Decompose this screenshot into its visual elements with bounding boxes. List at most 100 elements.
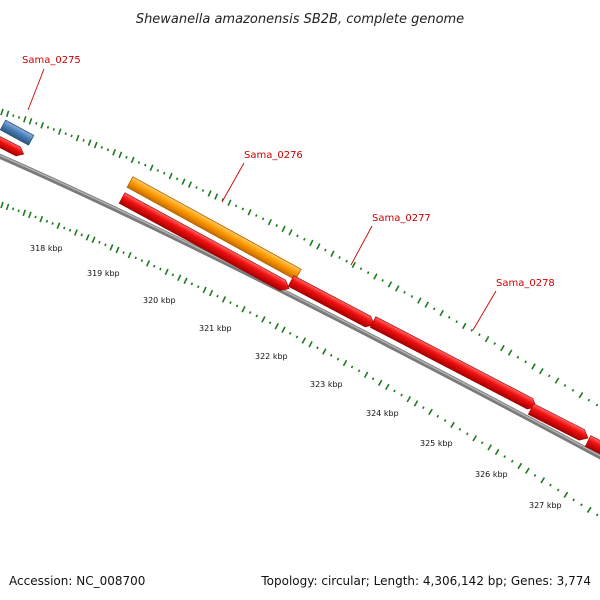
gc-tick-outer xyxy=(516,355,520,359)
feature-sama-0277-red[interactable] xyxy=(287,275,377,330)
gc-tick-outer xyxy=(23,116,27,123)
gc-tick-outer xyxy=(144,163,147,167)
gc-tick-inner xyxy=(22,209,27,217)
gene-label-sama-0276[interactable]: Sama_0276 xyxy=(244,150,303,161)
gc-tick-inner xyxy=(572,498,575,502)
gc-tick-inner xyxy=(301,337,307,344)
feature-cds-edge[interactable] xyxy=(584,435,600,468)
gc-tick-inner xyxy=(371,377,375,381)
gc-tick-outer xyxy=(0,108,4,116)
gc-tick-outer xyxy=(338,256,341,259)
gc-tick-inner xyxy=(316,346,319,350)
gc-tick-outer xyxy=(493,342,497,346)
gc-tick-inner xyxy=(85,234,90,241)
gc-tick-inner xyxy=(202,286,207,294)
feature-sama-0278-red[interactable] xyxy=(369,316,539,413)
gc-tick-inner xyxy=(549,483,552,487)
gc-tick-outer xyxy=(373,273,378,280)
gc-tick-outer xyxy=(247,209,252,216)
gc-tick-inner xyxy=(357,369,361,373)
gc-tick-outer xyxy=(57,128,62,135)
gc-tick-inner xyxy=(159,267,162,271)
map-title: Shewanella amazonensis SB2B, complete ge… xyxy=(136,12,464,27)
gc-tick-inner xyxy=(400,393,403,397)
gc-tick-inner xyxy=(385,383,390,391)
feature-cds-after-0278[interactable] xyxy=(527,403,590,444)
gc-tick-outer xyxy=(395,285,400,292)
gene-label-sama-0278[interactable]: Sama_0278 xyxy=(496,278,555,289)
gc-tick-inner xyxy=(122,251,125,255)
leader-line-sama-0277 xyxy=(350,225,373,266)
gc-tick-outer xyxy=(112,149,117,156)
gc-tick-inner xyxy=(140,259,144,263)
gc-tick-outer xyxy=(87,139,92,146)
gene-label-sama-0275[interactable]: Sama_0275 xyxy=(22,55,81,66)
gc-tick-inner xyxy=(556,488,560,492)
gc-tick-outer xyxy=(366,271,370,275)
gc-tick-inner xyxy=(152,264,156,268)
gc-tick-outer xyxy=(75,134,80,142)
gc-tick-outer xyxy=(163,171,166,175)
gc-tick-outer xyxy=(70,134,73,138)
gc-tick-inner xyxy=(5,203,10,211)
gc-tick-outer xyxy=(296,234,299,238)
gc-tick-inner xyxy=(177,274,182,282)
leader-line-sama-0278 xyxy=(472,290,497,331)
gc-tick-inner xyxy=(281,326,286,333)
feature-sama-0276-red[interactable] xyxy=(118,192,292,294)
feature-sama-0275-red[interactable] xyxy=(0,131,26,159)
gc-tick-outer xyxy=(324,248,327,252)
gc-tick-outer xyxy=(137,161,141,164)
gc-tick-outer xyxy=(5,110,10,118)
gc-tick-outer xyxy=(595,403,599,407)
gc-tick-outer xyxy=(417,297,422,304)
gc-tick-outer xyxy=(303,237,306,241)
gc-tick-inner xyxy=(115,246,120,254)
footer-accession: Accession: NC_008700 xyxy=(9,574,146,588)
gc-tick-inner xyxy=(134,256,137,260)
gc-tick-inner xyxy=(443,419,447,423)
gc-tick-outer xyxy=(100,146,104,149)
gc-tick-inner xyxy=(406,396,412,403)
gc-tick-inner xyxy=(525,467,530,474)
gc-tick-inner xyxy=(104,243,107,247)
tick-label-323-kbp: 323 kbp xyxy=(310,380,343,389)
gene-label-sama-0277[interactable]: Sama_0277 xyxy=(372,213,431,224)
gc-tick-outer xyxy=(281,225,286,233)
gc-tick-inner xyxy=(510,459,514,463)
feature-sama-0276-orange[interactable] xyxy=(126,176,302,281)
gc-tick-inner xyxy=(586,506,592,513)
gc-tick-inner xyxy=(342,359,348,367)
gc-tick-inner xyxy=(11,207,15,211)
tick-label-319-kbp: 319 kbp xyxy=(87,269,120,278)
gc-tick-inner xyxy=(216,294,219,298)
gc-tick-outer xyxy=(207,190,212,197)
gc-tick-outer xyxy=(484,335,490,343)
gc-tick-inner xyxy=(241,305,246,313)
gc-tick-outer xyxy=(524,360,527,364)
gc-tick-outer xyxy=(40,122,44,129)
gc-tick-outer xyxy=(275,224,279,227)
gc-tick-inner xyxy=(472,435,478,442)
gc-tick-outer xyxy=(28,118,33,125)
gc-tick-inner xyxy=(221,296,227,303)
gc-tick-outer xyxy=(424,301,429,308)
gc-tick-inner xyxy=(322,348,327,355)
gc-tick-inner xyxy=(308,341,313,348)
gc-tick-outer xyxy=(432,307,436,311)
gc-tick-inner xyxy=(480,441,484,445)
gc-tick-outer xyxy=(35,121,38,125)
gc-tick-outer xyxy=(587,398,591,402)
gc-tick-outer xyxy=(316,243,321,250)
gc-tick-inner xyxy=(563,491,569,499)
gc-tick-outer xyxy=(330,250,335,257)
gc-tick-outer xyxy=(175,177,179,181)
gc-tick-inner xyxy=(503,455,506,459)
gc-tick-inner xyxy=(377,379,383,386)
feature-sama-0275-blue[interactable] xyxy=(0,119,35,146)
gc-tick-inner xyxy=(450,421,455,429)
gc-tick-outer xyxy=(462,322,467,330)
gc-tick-inner xyxy=(494,448,500,456)
gc-tick-inner xyxy=(235,304,239,308)
gc-tick-outer xyxy=(181,178,186,185)
